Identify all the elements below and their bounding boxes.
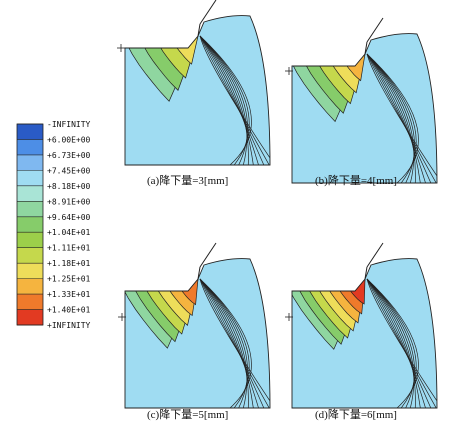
panel-b — [291, 17, 438, 184]
contour-legend: -INFINITY +6.00E+00 +6.73E+00 +7.45E+00 +8.1… — [16, 120, 91, 330]
domain-outline — [124, 15, 271, 166]
legend-swatch-7 — [17, 232, 43, 249]
origin-marker-1 — [285, 67, 293, 75]
contour-line-9 — [199, 35, 252, 165]
legend-swatch-6 — [17, 216, 43, 233]
legend-label-2: +6.73E+00 — [47, 151, 91, 160]
contour-line-1 — [199, 35, 270, 165]
contour-line-7 — [199, 35, 248, 165]
legend-swatch-4 — [17, 185, 43, 202]
legend-label-1: +6.00E+00 — [47, 135, 91, 144]
legend-label-3: +7.45E+00 — [47, 166, 91, 175]
contour-line-1 — [366, 53, 437, 183]
tool-tip — [197, 23, 201, 37]
caption-b: (b)降下量=4[mm] — [315, 175, 397, 187]
legend-swatch-3 — [17, 170, 43, 187]
legend-label-5: +8.91E+00 — [47, 197, 91, 206]
legend-label-0: -INFINITY — [47, 120, 91, 129]
contour-line-3 — [199, 278, 261, 408]
legend-swatch-12 — [17, 309, 43, 326]
contour-line-3 — [199, 35, 261, 165]
caption-d: (d)降下量=6[mm] — [315, 409, 397, 421]
contour-line-5 — [366, 53, 416, 183]
contour-line-0 — [366, 278, 437, 408]
tool-line — [199, 0, 217, 25]
contour-line-9 — [199, 278, 252, 408]
legend-label-11: +1.33E+01 — [47, 290, 91, 299]
tool-line — [366, 17, 384, 43]
contour-line-6 — [199, 35, 248, 165]
legend-label-12: +1.40E+01 — [47, 306, 91, 315]
tool-tip — [364, 266, 368, 280]
contour-line-4 — [366, 53, 422, 183]
contour-line-7 — [366, 53, 415, 183]
contour-line-4 — [199, 35, 255, 165]
caption-c: (c)降下量=5[mm] — [147, 409, 229, 421]
contour-line-2 — [366, 278, 434, 408]
legend-swatch-8 — [17, 247, 43, 264]
origin-marker-2 — [118, 313, 126, 321]
contour-line-0 — [199, 35, 270, 165]
origin-marker-3 — [285, 313, 293, 321]
caption-a: (a)降下量=3[mm] — [147, 175, 229, 187]
contour-line-8 — [199, 35, 250, 165]
contour-line-7 — [199, 278, 248, 408]
panel-a — [124, 0, 271, 166]
legend-label-7: +1.04E+01 — [47, 228, 91, 237]
tool-line — [366, 242, 384, 268]
contour-line-2 — [199, 35, 267, 165]
contour-line-6 — [366, 53, 415, 183]
domain-outline — [291, 33, 438, 184]
contour-line-8 — [199, 278, 250, 408]
domain-outline — [291, 258, 438, 409]
legend-label-8: +1.11E+01 — [47, 244, 91, 253]
legend-swatch-2 — [17, 154, 43, 171]
contour-line-8 — [366, 278, 417, 408]
contour-line-0 — [199, 278, 270, 408]
contour-line-0 — [366, 53, 437, 183]
legend-label-10: +1.25E+01 — [47, 275, 91, 284]
legend-swatch-5 — [17, 201, 43, 218]
legend-swatch-11 — [17, 294, 43, 311]
contour-line-7 — [366, 278, 415, 408]
contour-line-6 — [366, 278, 415, 408]
tool-tip — [197, 266, 201, 280]
contour-field-c — [125, 258, 270, 408]
contour-field-a — [125, 15, 270, 165]
contour-line-1 — [199, 278, 270, 408]
panel-d — [291, 242, 438, 409]
tool-tip — [364, 41, 368, 55]
contour-line-5 — [366, 278, 416, 408]
contour-line-9 — [366, 278, 419, 408]
legend-label-9: +1.18E+01 — [47, 259, 91, 268]
contour-line-5 — [199, 278, 249, 408]
contour-line-4 — [366, 278, 422, 408]
contour-line-3 — [366, 278, 428, 408]
legend-label-4: +8.18E+00 — [47, 182, 91, 191]
contour-line-6 — [199, 278, 248, 408]
legend-swatch-9 — [17, 263, 43, 280]
contour-line-2 — [366, 53, 434, 183]
legend-swatch-0 — [17, 124, 43, 140]
tool-line — [199, 242, 217, 268]
contour-line-3 — [366, 53, 428, 183]
contour-line-8 — [366, 53, 417, 183]
contour-line-9 — [366, 53, 419, 183]
contour-line-4 — [199, 278, 255, 408]
contour-line-1 — [366, 278, 437, 408]
contour-line-5 — [199, 35, 249, 165]
legend-label-13: +INFINITY — [47, 321, 91, 330]
legend-swatch-10 — [17, 278, 43, 295]
contour-field-b — [292, 33, 437, 183]
panel-c — [124, 242, 271, 409]
origin-marker-0 — [117, 44, 125, 52]
legend-label-6: +9.64E+00 — [47, 213, 91, 222]
contour-line-2 — [199, 278, 267, 408]
legend-swatch-1 — [17, 139, 43, 156]
domain-outline — [124, 258, 271, 409]
